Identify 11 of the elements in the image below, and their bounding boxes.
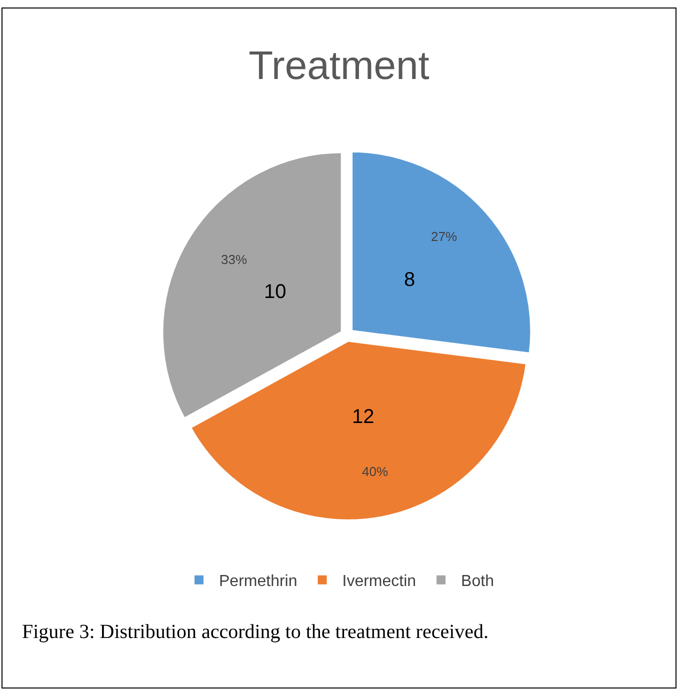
- chart-title: Treatment: [248, 44, 430, 88]
- data-label: 27%: [431, 229, 458, 244]
- text: 12: [352, 406, 374, 428]
- text: 10: [264, 281, 286, 303]
- caption: Figure 3: Distribution according to the treatment received.: [22, 621, 489, 643]
- data-label: 40%: [362, 464, 388, 479]
- legend-label: Both: [461, 573, 494, 590]
- legend-label: Permethrin: [219, 573, 298, 590]
- legend-label: Ivermectin: [342, 573, 416, 590]
- text: 8: [404, 269, 416, 291]
- data-label: 33%: [221, 252, 248, 267]
